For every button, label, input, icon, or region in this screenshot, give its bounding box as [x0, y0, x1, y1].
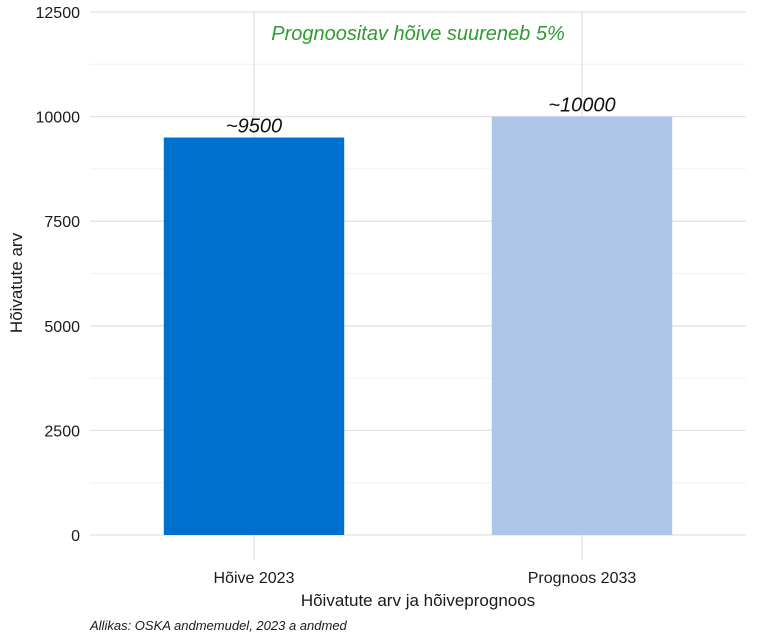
x-tick-label: Prognoos 2033	[528, 570, 637, 587]
x-axis-ticks: Hõive 2023 Prognoos 2033	[214, 570, 637, 587]
source-caption: Allikas: OSKA andmemudel, 2023 a andmed	[89, 618, 348, 633]
bar	[163, 137, 345, 535]
y-axis-title: Hõivatute arv	[7, 232, 26, 333]
bars	[163, 116, 673, 535]
y-tick-label: 12500	[36, 5, 81, 22]
y-tick-label: 5000	[44, 319, 80, 336]
y-tick-label: 7500	[44, 214, 80, 231]
y-tick-label: 10000	[36, 110, 81, 127]
bar	[491, 116, 673, 535]
y-tick-label: 2500	[44, 423, 80, 440]
x-axis-title: Hõivatute arv ja hõiveprognoos	[301, 591, 535, 610]
y-axis-ticks: 0 2500 5000 7500 10000 12500	[36, 5, 81, 545]
x-tick-label: Hõive 2023	[214, 570, 295, 587]
chart-annotation: Prognoositav hõive suureneb 5%	[271, 23, 565, 45]
bar-value-label: ~10000	[548, 95, 615, 117]
bar-value-labels: ~9500 ~10000	[226, 95, 616, 138]
bar-value-label: ~9500	[226, 116, 282, 138]
y-tick-label: 0	[71, 528, 80, 545]
